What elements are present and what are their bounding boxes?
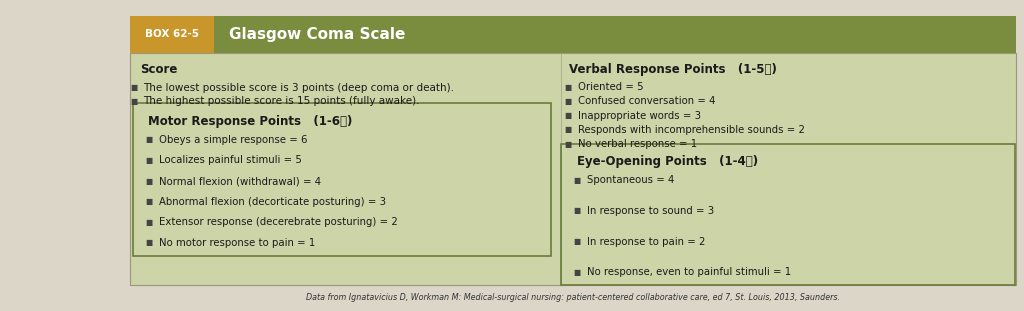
Text: In response to pain = 2: In response to pain = 2 [587,237,706,247]
Text: Eye-Opening Points   (1-4점): Eye-Opening Points (1-4점) [577,155,758,168]
Text: The highest possible score is 15 points (fully awake).: The highest possible score is 15 points … [143,96,420,106]
Text: ■: ■ [145,218,153,226]
Text: ■: ■ [130,83,137,92]
Text: Spontaneous = 4: Spontaneous = 4 [587,175,674,185]
Text: ■: ■ [573,268,581,276]
Text: ■: ■ [564,140,571,149]
Text: ■: ■ [564,126,571,134]
Text: ■: ■ [145,136,153,144]
Text: ■: ■ [573,237,581,246]
Text: Obeys a simple response = 6: Obeys a simple response = 6 [159,135,307,145]
Text: ■: ■ [573,207,581,216]
Text: Responds with incomprehensible sounds = 2: Responds with incomprehensible sounds = … [578,125,805,135]
Text: ■: ■ [145,238,153,247]
Text: ■: ■ [573,176,581,185]
Text: ■: ■ [564,83,571,91]
FancyBboxPatch shape [130,16,1016,53]
Text: Confused conversation = 4: Confused conversation = 4 [578,96,715,106]
Text: The lowest possible score is 3 points (deep coma or death).: The lowest possible score is 3 points (d… [143,83,455,93]
Text: ■: ■ [145,156,153,165]
Text: Inappropriate words = 3: Inappropriate words = 3 [578,111,700,121]
Text: ■: ■ [145,177,153,185]
Text: ■: ■ [145,197,153,206]
FancyBboxPatch shape [130,53,1016,285]
Text: In response to sound = 3: In response to sound = 3 [587,206,714,216]
Text: No motor response to pain = 1: No motor response to pain = 1 [159,238,315,248]
FancyBboxPatch shape [130,16,214,53]
Text: Data from Ignatavicius D, Workman M: Medical-surgical nursing: patient-centered : Data from Ignatavicius D, Workman M: Med… [306,293,840,302]
Text: ■: ■ [564,111,571,120]
Text: ■: ■ [564,97,571,106]
Text: Abnormal flexion (decorticate posturing) = 3: Abnormal flexion (decorticate posturing)… [159,197,386,207]
Text: ■: ■ [130,97,137,105]
FancyBboxPatch shape [130,16,1016,285]
Text: Verbal Response Points   (1-5점): Verbal Response Points (1-5점) [569,63,777,77]
Text: Glasgow Coma Scale: Glasgow Coma Scale [229,27,406,42]
Text: BOX 62-5: BOX 62-5 [145,29,199,39]
Text: Motor Response Points   (1-6점): Motor Response Points (1-6점) [148,115,353,128]
Text: No response, even to painful stimuli = 1: No response, even to painful stimuli = 1 [587,267,791,277]
Text: Extensor response (decerebrate posturing) = 2: Extensor response (decerebrate posturing… [159,217,397,227]
Text: Localizes painful stimuli = 5: Localizes painful stimuli = 5 [159,156,302,165]
Text: No verbal response = 1: No verbal response = 1 [578,139,696,149]
Text: Oriented = 5: Oriented = 5 [578,82,643,92]
Text: Score: Score [140,63,177,77]
Text: Normal flexion (withdrawal) = 4: Normal flexion (withdrawal) = 4 [159,176,321,186]
